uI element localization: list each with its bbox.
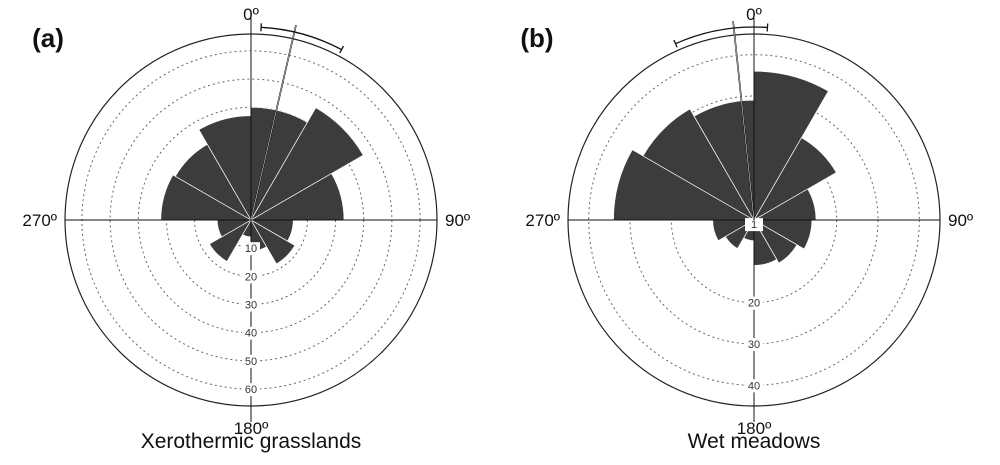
direction-label-0: 0º [746, 5, 762, 24]
ring-label-bg [745, 296, 763, 310]
mean-range-arc [675, 26, 768, 45]
ring-value-label: 30 [245, 300, 257, 312]
rose-sector [250, 107, 364, 221]
ring-value-label: 20 [748, 298, 760, 310]
rose-sector [250, 219, 296, 265]
panel-label: (b) [520, 23, 553, 53]
panel-caption: Wet meadows [688, 430, 821, 453]
mean-direction-line-highlight [732, 21, 755, 221]
mean-range-tick [766, 23, 769, 32]
mean-range-tick [673, 39, 678, 48]
rose-sector [753, 219, 798, 264]
mean-range-arc [261, 26, 342, 51]
ring-label-bg [745, 338, 763, 351]
ring-value-label: 30 [748, 339, 760, 351]
ring-label-bg [745, 379, 763, 393]
direction-label-90: 90º [445, 211, 470, 230]
ring-value-label: 10 [245, 243, 257, 255]
ring-value-label: 50 [245, 356, 257, 368]
ring-label-bg [242, 326, 260, 340]
rose-panel-b: 1 20 30 40 0º 90º 180º 270º (b) Wet meadows [520, 5, 973, 453]
direction-label-270: 270º [22, 211, 57, 230]
ring-label-bg [242, 383, 260, 397]
direction-label-270: 270º [525, 211, 560, 230]
direction-label-0: 0º [243, 5, 259, 24]
ring-label-bg [242, 242, 260, 256]
ring-value-label: 1 [751, 219, 757, 231]
ring-label-bg [242, 298, 260, 312]
direction-label-180: 180º [737, 419, 772, 438]
direction-label-90: 90º [948, 211, 973, 230]
ring-label-bg [242, 354, 260, 368]
direction-label-180: 180º [234, 419, 269, 438]
rose-sector [753, 137, 837, 221]
rose-sector [642, 108, 755, 221]
ring-value-label: 60 [245, 384, 257, 396]
ring-label-bg [745, 218, 763, 232]
rose-sector [209, 219, 252, 262]
mean-range-tick [339, 45, 345, 54]
rose-panel-a: 10 20 30 40 50 60 0º 90º 180º 270º (a) Xerothermic … [22, 5, 470, 453]
ring-value-label: 40 [748, 380, 760, 392]
mean-direction-line-highlight [250, 25, 297, 221]
ring-label-bg [242, 270, 260, 284]
ring-value-label: 20 [245, 271, 257, 283]
panel-caption: Xerothermic grasslands [141, 430, 362, 453]
panel-label: (a) [32, 23, 64, 53]
ring-value-label: 40 [245, 328, 257, 340]
